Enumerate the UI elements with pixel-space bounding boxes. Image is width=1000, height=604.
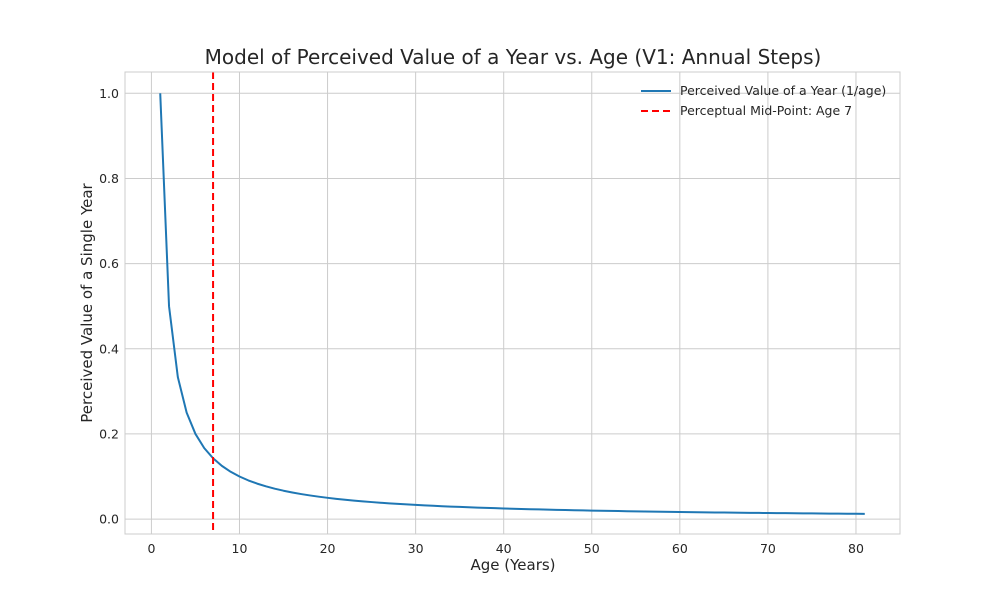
tick-layer: 0 10 20 30 40 50 60 70 80 0.0 0.2 0.4 0.6 0.8 1.0 xyxy=(99,86,864,556)
x-tick-label: 50 xyxy=(584,541,600,556)
series-line-perceived-value xyxy=(159,93,865,515)
x-tick-label: 60 xyxy=(672,541,688,556)
chart-title: Model of Perceived Value of a Year vs. A… xyxy=(205,45,822,69)
y-tick-label: 0.2 xyxy=(99,426,119,441)
x-tick-label: 40 xyxy=(496,541,512,556)
y-tick-label: 0.4 xyxy=(99,341,119,356)
y-tick-label: 0.0 xyxy=(99,512,119,527)
legend-label-series: Perceived Value of a Year (1/age) xyxy=(680,83,886,98)
x-tick-label: 30 xyxy=(408,541,424,556)
y-tick-label: 0.8 xyxy=(99,171,119,186)
x-tick-label: 70 xyxy=(760,541,776,556)
x-tick-label: 10 xyxy=(232,541,248,556)
legend-label-midpoint: Perceptual Mid-Point: Age 7 xyxy=(680,103,852,118)
y-tick-label: 1.0 xyxy=(99,86,119,101)
x-tick-label: 20 xyxy=(320,541,336,556)
x-tick-label: 80 xyxy=(848,541,864,556)
y-tick-label: 0.6 xyxy=(99,256,119,271)
plot-area-frame xyxy=(124,71,901,535)
x-axis-label: Age (Years) xyxy=(470,556,555,574)
grid-layer xyxy=(125,72,900,534)
x-tick-label: 0 xyxy=(147,541,155,556)
legend: Perceived Value of a Year (1/age) Percep… xyxy=(641,83,886,118)
y-axis-label: Perceived Value of a Single Year xyxy=(78,182,96,422)
plot-layer xyxy=(159,72,865,534)
